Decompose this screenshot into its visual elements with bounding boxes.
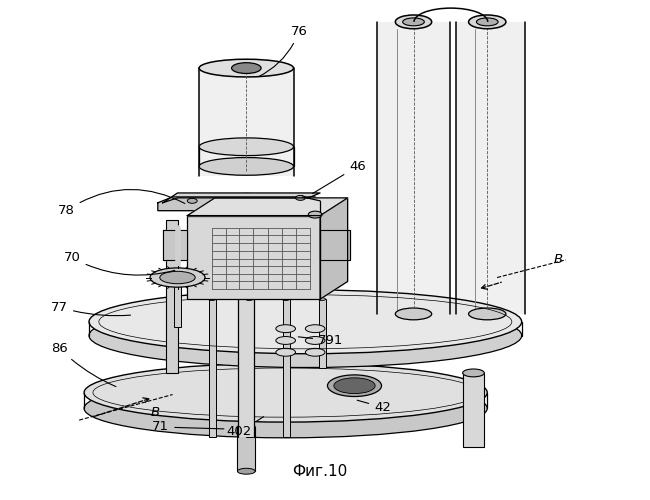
Bar <box>377 22 450 314</box>
Ellipse shape <box>395 308 432 320</box>
Ellipse shape <box>276 348 296 356</box>
Bar <box>237 427 255 471</box>
Ellipse shape <box>199 158 294 176</box>
Bar <box>187 216 320 299</box>
Bar <box>319 299 326 368</box>
Polygon shape <box>162 230 187 260</box>
Text: 402: 402 <box>227 416 264 438</box>
Ellipse shape <box>199 59 294 77</box>
Ellipse shape <box>334 378 375 394</box>
Ellipse shape <box>469 308 506 320</box>
Bar <box>246 299 254 437</box>
Ellipse shape <box>150 268 205 287</box>
Bar <box>174 286 181 327</box>
Ellipse shape <box>237 468 255 474</box>
Polygon shape <box>320 198 348 299</box>
Text: Фиг.10: Фиг.10 <box>292 464 348 479</box>
Bar <box>199 68 294 176</box>
Ellipse shape <box>469 15 506 28</box>
Polygon shape <box>162 193 320 203</box>
Bar <box>239 196 254 437</box>
Ellipse shape <box>209 298 215 300</box>
Text: 71: 71 <box>152 420 224 434</box>
Text: 77: 77 <box>51 300 131 316</box>
Text: 791: 791 <box>298 334 343 347</box>
Text: 70: 70 <box>64 252 175 275</box>
Polygon shape <box>320 230 350 260</box>
Text: 46: 46 <box>313 160 366 194</box>
Ellipse shape <box>89 304 522 368</box>
Ellipse shape <box>199 138 294 156</box>
Ellipse shape <box>476 18 498 26</box>
Ellipse shape <box>239 193 254 199</box>
Text: 86: 86 <box>51 342 116 386</box>
Ellipse shape <box>276 324 296 332</box>
Ellipse shape <box>306 324 325 332</box>
Ellipse shape <box>306 348 325 356</box>
Ellipse shape <box>306 336 325 344</box>
Ellipse shape <box>160 272 195 283</box>
Ellipse shape <box>395 15 432 28</box>
Ellipse shape <box>328 375 382 396</box>
Ellipse shape <box>187 198 197 203</box>
Text: B: B <box>554 254 564 266</box>
Ellipse shape <box>318 298 326 300</box>
Ellipse shape <box>276 336 296 344</box>
Ellipse shape <box>89 290 522 354</box>
Ellipse shape <box>403 18 424 26</box>
Text: B: B <box>151 406 160 419</box>
Ellipse shape <box>84 363 488 422</box>
Ellipse shape <box>463 369 484 377</box>
Bar <box>209 299 216 437</box>
Text: 76: 76 <box>259 25 307 76</box>
Ellipse shape <box>246 298 253 300</box>
Ellipse shape <box>296 196 306 200</box>
Bar <box>283 299 290 437</box>
Ellipse shape <box>84 379 488 438</box>
Ellipse shape <box>308 211 322 218</box>
Ellipse shape <box>231 62 261 74</box>
Polygon shape <box>158 197 315 210</box>
Polygon shape <box>187 198 348 216</box>
Ellipse shape <box>282 298 289 300</box>
Ellipse shape <box>237 424 255 430</box>
Bar <box>166 220 177 373</box>
Text: 42: 42 <box>358 400 391 414</box>
Bar <box>463 373 484 446</box>
Bar <box>456 22 525 314</box>
Text: 78: 78 <box>58 190 185 217</box>
